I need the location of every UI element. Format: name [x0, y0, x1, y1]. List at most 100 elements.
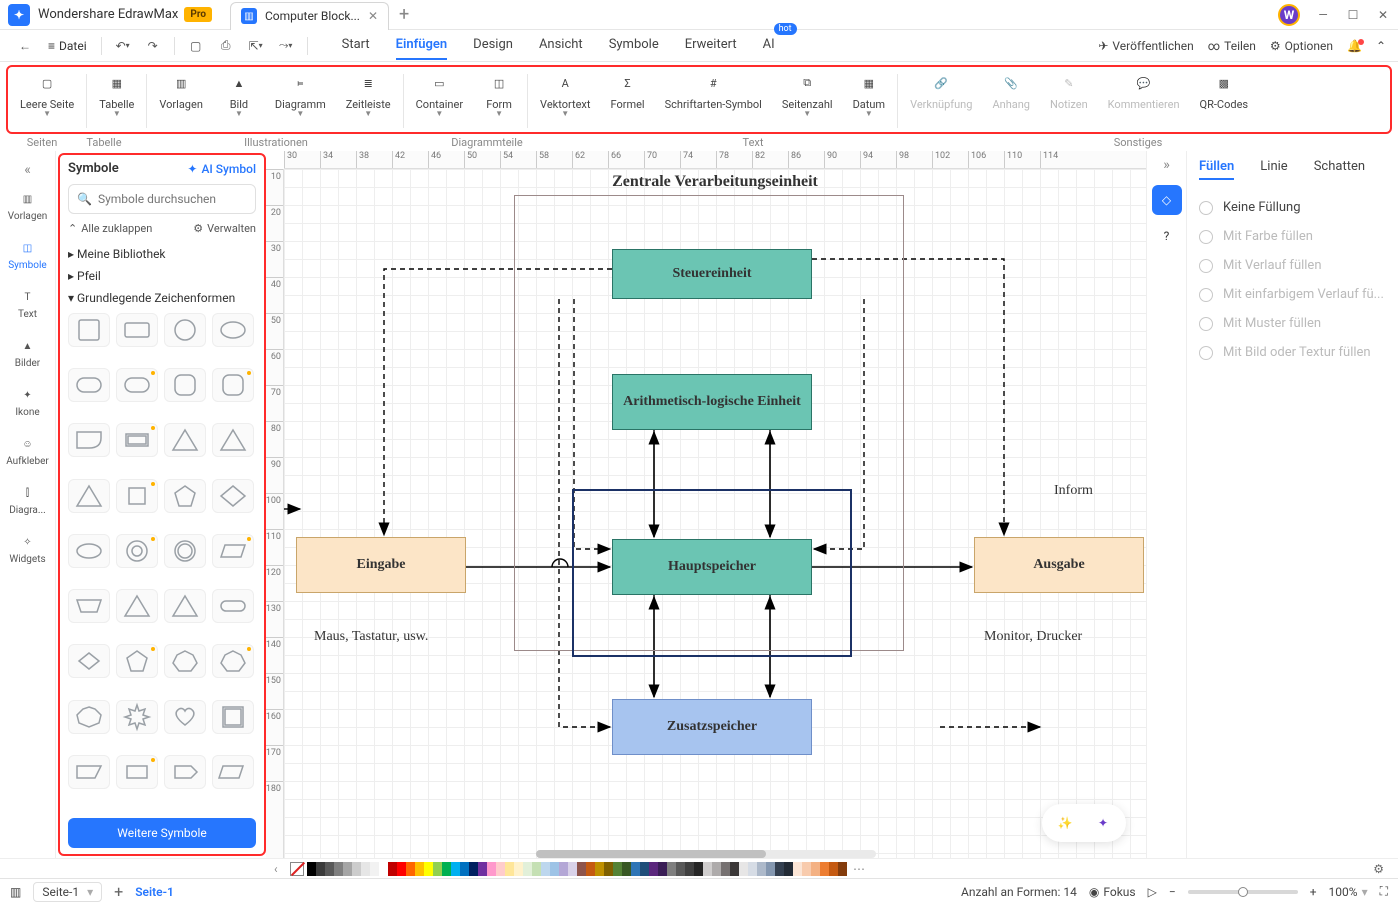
ribbon-qr[interactable]: ▩QR-Codes — [1190, 70, 1259, 128]
shape-item[interactable] — [212, 534, 254, 568]
ribbon-schrift[interactable]: #Schriftarten-Symbol — [655, 70, 772, 128]
shape-item[interactable] — [68, 534, 110, 568]
color-swatch[interactable] — [397, 862, 406, 876]
color-swatch[interactable] — [568, 862, 577, 876]
shape-item[interactable] — [212, 589, 254, 623]
shape-item[interactable] — [212, 368, 254, 402]
more-symbols-button[interactable]: Weitere Symbole — [68, 818, 256, 848]
color-swatch[interactable] — [838, 862, 847, 876]
color-swatch[interactable] — [658, 862, 667, 876]
color-swatch[interactable] — [334, 862, 343, 876]
scrollbar-thumb[interactable] — [536, 850, 766, 858]
options-button[interactable]: ⚙Optionen — [1270, 39, 1333, 53]
color-swatch[interactable] — [802, 862, 811, 876]
ribbon-zeitleiste[interactable]: ≣Zeitleiste▼ — [336, 70, 401, 128]
maximize-icon[interactable]: ☐ — [1346, 8, 1360, 22]
color-swatch[interactable] — [550, 862, 559, 876]
fill-tool-icon[interactable]: ◇ — [1152, 185, 1182, 215]
color-swatch[interactable] — [460, 862, 469, 876]
symbol-section[interactable]: ▸ Pfeil — [68, 265, 256, 287]
shape-item[interactable] — [68, 313, 110, 347]
color-swatch[interactable] — [631, 862, 640, 876]
color-swatch[interactable] — [748, 862, 757, 876]
shape-item[interactable] — [164, 644, 206, 678]
ai-symbol-button[interactable]: ✦ AI Symbol — [187, 162, 256, 176]
color-swatch[interactable] — [784, 862, 793, 876]
color-swatch[interactable] — [685, 862, 694, 876]
menu-design[interactable]: Design — [473, 31, 513, 60]
node-ausgabe[interactable]: Ausgabe — [974, 537, 1144, 593]
color-swatch[interactable] — [442, 862, 451, 876]
canvas[interactable]: Zentrale Verarbeitungseinheit — [284, 169, 1146, 858]
print-icon[interactable]: ⎙ — [213, 33, 239, 59]
close-tab-icon[interactable]: ✕ — [368, 9, 378, 23]
shape-item[interactable] — [164, 589, 206, 623]
pages-view-icon[interactable]: ▥ — [10, 885, 21, 899]
color-swatch[interactable] — [649, 862, 658, 876]
color-swatch[interactable] — [316, 862, 325, 876]
shape-item[interactable] — [212, 423, 254, 457]
shape-item[interactable] — [164, 423, 206, 457]
focus-button[interactable]: ◉ Fokus — [1089, 885, 1136, 899]
fit-page-icon[interactable]: ⛶ — [1380, 884, 1388, 899]
colorstrip-left-icon[interactable]: ‹ — [274, 862, 278, 876]
back-icon[interactable]: ← — [12, 33, 38, 59]
color-swatch[interactable] — [730, 862, 739, 876]
shape-item[interactable] — [164, 534, 206, 568]
rail-symbole[interactable]: ◫Symbole — [6, 230, 49, 279]
present-icon[interactable]: ▷ — [1148, 885, 1157, 899]
rail-vorlagen[interactable]: ▥Vorlagen — [6, 181, 49, 230]
shape-item[interactable] — [68, 755, 110, 789]
add-page-icon[interactable]: + — [114, 882, 123, 901]
color-swatch[interactable] — [793, 862, 802, 876]
help-icon[interactable]: ? — [1152, 221, 1182, 251]
color-swatch[interactable] — [388, 862, 397, 876]
zoom-slider[interactable] — [1188, 890, 1298, 894]
color-swatch[interactable] — [424, 862, 433, 876]
add-tab-icon[interactable]: + — [399, 4, 409, 25]
color-swatch[interactable] — [757, 862, 766, 876]
shape-item[interactable] — [164, 755, 206, 789]
shape-item[interactable] — [116, 534, 158, 568]
ribbon-leere[interactable]: ▢Leere Seite▼ — [10, 70, 84, 128]
color-swatch[interactable] — [532, 862, 541, 876]
shape-item[interactable] — [116, 589, 158, 623]
rail-ikone[interactable]: ✦Ikone — [6, 377, 49, 426]
shape-item[interactable] — [212, 644, 254, 678]
menu-ansicht[interactable]: Ansicht — [539, 31, 583, 60]
color-swatch[interactable] — [379, 862, 388, 876]
page-selector[interactable]: Seite-1▾ — [33, 882, 102, 902]
color-swatch[interactable] — [307, 862, 316, 876]
node-zusatz[interactable]: Zusatzspeicher — [612, 699, 812, 755]
color-swatch[interactable] — [487, 862, 496, 876]
color-swatch[interactable] — [829, 862, 838, 876]
ribbon-diagramm[interactable]: ⫢Diagramm▼ — [265, 70, 336, 128]
shape-item[interactable] — [68, 700, 110, 734]
more-colors-icon[interactable]: ⋯ — [853, 862, 867, 876]
shape-item[interactable] — [116, 313, 158, 347]
ribbon-seitenzahl[interactable]: ⧉Seitenzahl▼ — [772, 70, 843, 128]
color-swatch[interactable] — [415, 862, 424, 876]
symbol-section[interactable]: ▸ Meine Bibliothek — [68, 243, 256, 265]
shape-item[interactable] — [164, 313, 206, 347]
ribbon-tabelle[interactable]: ▦Tabelle▼ — [89, 70, 144, 128]
color-swatch[interactable] — [604, 862, 613, 876]
share-button[interactable]: ∞Teilen — [1208, 39, 1256, 53]
color-swatch[interactable] — [496, 862, 505, 876]
redo-icon[interactable]: ↷ — [140, 33, 166, 59]
color-swatch[interactable] — [694, 862, 703, 876]
shape-item[interactable] — [68, 368, 110, 402]
shape-item[interactable] — [212, 479, 254, 513]
ribbon-form[interactable]: ◫Form▼ — [473, 70, 525, 128]
color-swatch[interactable] — [541, 862, 550, 876]
shape-item[interactable] — [164, 368, 206, 402]
collapse-left-icon[interactable]: « — [0, 159, 55, 181]
ribbon-vektortext[interactable]: AVektortext▼ — [530, 70, 600, 128]
fill-option[interactable]: Keine Füllung — [1199, 193, 1386, 222]
ribbon-bild[interactable]: ▲Bild▼ — [213, 70, 265, 128]
shape-item[interactable] — [68, 589, 110, 623]
save-icon[interactable]: ▢ — [183, 33, 209, 59]
rail-diagra[interactable]: ⫿Diagra... — [6, 475, 49, 524]
color-swatch[interactable] — [640, 862, 649, 876]
color-swatch[interactable] — [325, 862, 334, 876]
